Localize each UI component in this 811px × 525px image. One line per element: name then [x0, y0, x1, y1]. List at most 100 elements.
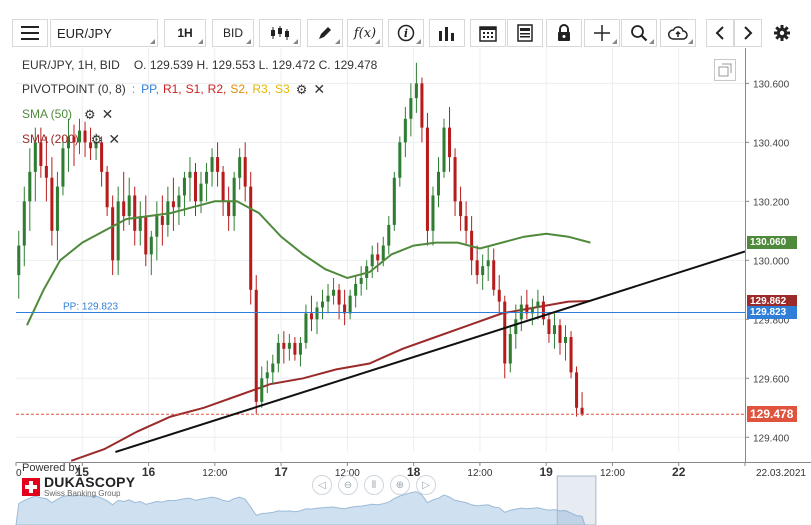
price-tick-label: 130.200 — [753, 197, 790, 208]
dropdown-corner-icon — [293, 39, 298, 44]
candle-body — [55, 186, 59, 231]
candle-body — [39, 142, 43, 166]
news-button[interactable] — [507, 19, 543, 47]
candle — [387, 216, 391, 255]
candle — [193, 163, 198, 217]
pivot-remove-close-icon[interactable]: ✕ — [313, 81, 326, 97]
crosshair-button[interactable] — [584, 19, 620, 47]
scroll-forward-button[interactable]: ▷ — [416, 475, 436, 495]
candle-body — [459, 201, 463, 217]
cloud-button[interactable] — [660, 19, 696, 47]
indicators-button[interactable]: f(x) — [347, 19, 383, 47]
candle — [205, 163, 209, 202]
lock-button[interactable] — [546, 19, 582, 47]
navigator-area — [15, 475, 597, 525]
news-icon — [517, 24, 533, 42]
info-button[interactable]: i — [388, 19, 424, 47]
sma200-label: SMA (200) — [22, 132, 79, 146]
volume-button[interactable] — [429, 19, 465, 47]
candle-body — [238, 157, 242, 178]
timeframe-select[interactable]: 1H — [164, 19, 206, 47]
candle — [547, 313, 551, 343]
candle — [481, 254, 485, 290]
dropdown-corner-icon — [246, 39, 251, 44]
candle-body — [536, 301, 540, 308]
candle-body — [94, 142, 98, 149]
pivot-lines-list: PP, R1, S1, R2, S2, R3, S3 — [141, 82, 290, 96]
price-chart[interactable]: PP: 129.823 130.600 130.400 130.200 130.000… — [0, 48, 811, 525]
candle-body — [243, 157, 247, 187]
candle-body — [271, 363, 275, 373]
svg-text:i: i — [404, 27, 408, 40]
pivot-label: PIVOTPOINT (0, 8) — [22, 82, 126, 96]
candle — [348, 289, 352, 320]
candle — [541, 295, 545, 326]
sma200-settings-gear-icon[interactable]: ⚙ — [90, 131, 103, 147]
candle-body — [376, 254, 380, 261]
pivot-line-label: R3, — [252, 82, 272, 96]
candle-body — [72, 136, 76, 143]
price-tag: 130.060 — [747, 236, 797, 250]
sma50-remove-close-icon[interactable]: ✕ — [101, 106, 114, 122]
sma200-remove-close-icon[interactable]: ✕ — [108, 131, 121, 147]
candle — [365, 260, 369, 290]
chart-area[interactable]: PP: 129.823 130.600 130.400 130.200 130.000… — [0, 48, 811, 525]
candle — [464, 201, 468, 246]
candle-body — [575, 372, 579, 408]
sma50-settings-gear-icon[interactable]: ⚙ — [84, 106, 96, 122]
dukascopy-logo[interactable]: DUKASCOPY Swiss Banking Group — [22, 475, 135, 498]
candle — [503, 295, 507, 379]
candle-body — [227, 201, 231, 217]
chart-type-button[interactable] — [259, 19, 301, 47]
reset-view-button[interactable]: ⦀ — [364, 475, 384, 495]
calendar-button[interactable] — [470, 19, 506, 47]
time-tick-label: 22 — [672, 465, 686, 479]
candle — [188, 157, 192, 202]
candle — [315, 301, 319, 335]
candle-body — [436, 171, 441, 196]
price-tag: 129.823 — [747, 306, 797, 320]
zoom-in-button[interactable]: ⊕ — [390, 475, 410, 495]
candle-body — [254, 289, 258, 402]
scroll-right-button[interactable] — [734, 19, 762, 47]
candle-body — [348, 295, 352, 314]
pivot-line-label: R2, — [207, 82, 227, 96]
candle — [332, 278, 336, 305]
brand-name: DUKASCOPY — [44, 474, 136, 490]
candle-body — [381, 245, 385, 261]
candle — [569, 331, 573, 379]
candle-body — [111, 207, 115, 261]
candle — [260, 366, 264, 408]
time-tick-label: 17 — [274, 465, 288, 479]
candle-body — [558, 325, 562, 343]
time-tick-label: 19 — [540, 465, 554, 479]
price-side-select[interactable]: BID — [212, 19, 254, 47]
pivot-settings-gear-icon[interactable]: ⚙ — [295, 81, 308, 97]
candle-body — [398, 142, 402, 178]
candle — [271, 354, 275, 385]
pivot-legend: PIVOTPOINT (0, 8) : PP, R1, S1, R2, S2, R3, S3… — [22, 82, 325, 96]
chart-nav-controls: ◁ ⊖ ⦀ ⊕ ▷ — [312, 475, 436, 495]
zoom-out-button[interactable]: ⊖ — [338, 475, 358, 495]
candle — [398, 136, 402, 187]
candle-body — [276, 342, 280, 364]
candle — [221, 165, 225, 217]
symbol-select[interactable]: EUR/JPY — [50, 19, 158, 47]
candle — [298, 336, 302, 367]
candle-body — [127, 195, 131, 217]
candle — [552, 313, 556, 349]
pivot-separator: : — [131, 82, 136, 96]
candle-body — [514, 319, 518, 335]
settings-button[interactable] — [766, 19, 798, 47]
scroll-left-button[interactable] — [706, 19, 734, 47]
candle — [77, 118, 82, 155]
fullscreen-button[interactable] — [714, 59, 736, 81]
draw-button[interactable] — [307, 19, 343, 47]
candle — [414, 62, 418, 113]
toolbar: EUR/JPY 1H BID f(x) i — [0, 0, 811, 47]
zoom-button[interactable] — [621, 19, 657, 47]
menu-button[interactable] — [12, 19, 48, 47]
candle — [66, 118, 70, 172]
candle-body — [44, 165, 48, 178]
scroll-back-button[interactable]: ◁ — [312, 475, 332, 495]
